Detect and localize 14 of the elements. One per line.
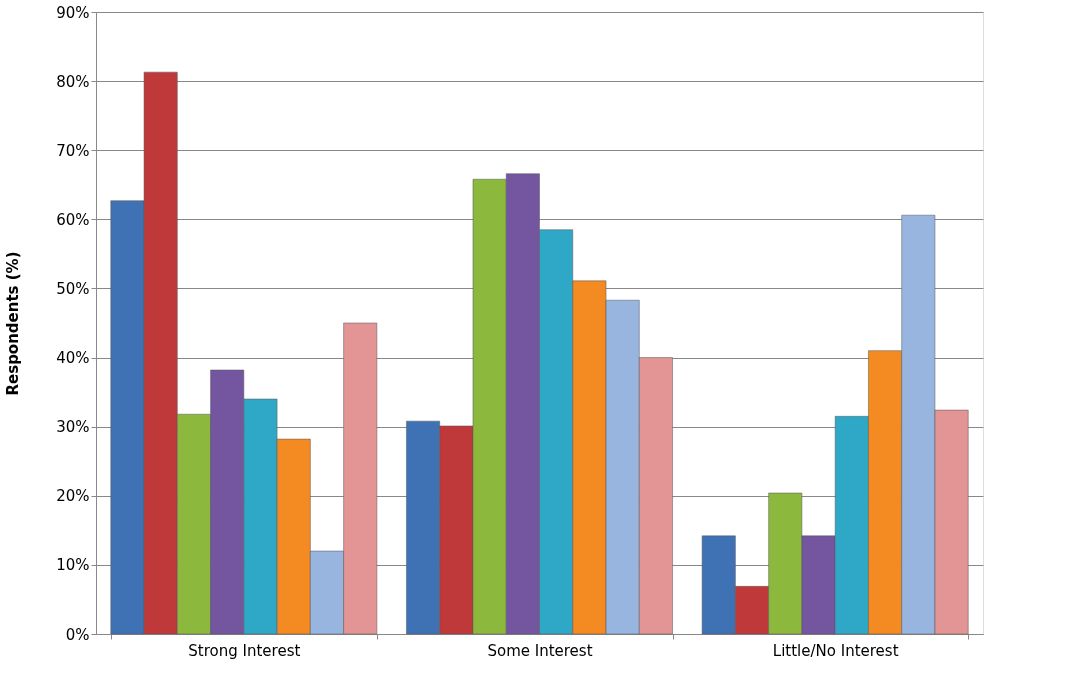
y-tick-label: 80%: [56, 72, 90, 91]
x-tick-label: Some Interest: [487, 641, 593, 660]
y-tick-label: 70%: [56, 141, 90, 160]
x-tick-label: Little/No Interest: [772, 641, 899, 660]
y-tick-label: 90%: [56, 3, 90, 22]
y-tick-label: 60%: [56, 210, 90, 229]
y-tick-label: 40%: [56, 349, 90, 368]
y-axis-title: Respondents (%): [4, 251, 23, 396]
y-tick-label: 10%: [56, 556, 90, 575]
y-tick-label: 20%: [56, 487, 90, 506]
y-tick-label: 0%: [65, 625, 90, 644]
y-tick-label: 50%: [56, 279, 90, 298]
y-tick-label: 30%: [56, 418, 90, 437]
x-tick-label: Strong Interest: [188, 641, 301, 660]
